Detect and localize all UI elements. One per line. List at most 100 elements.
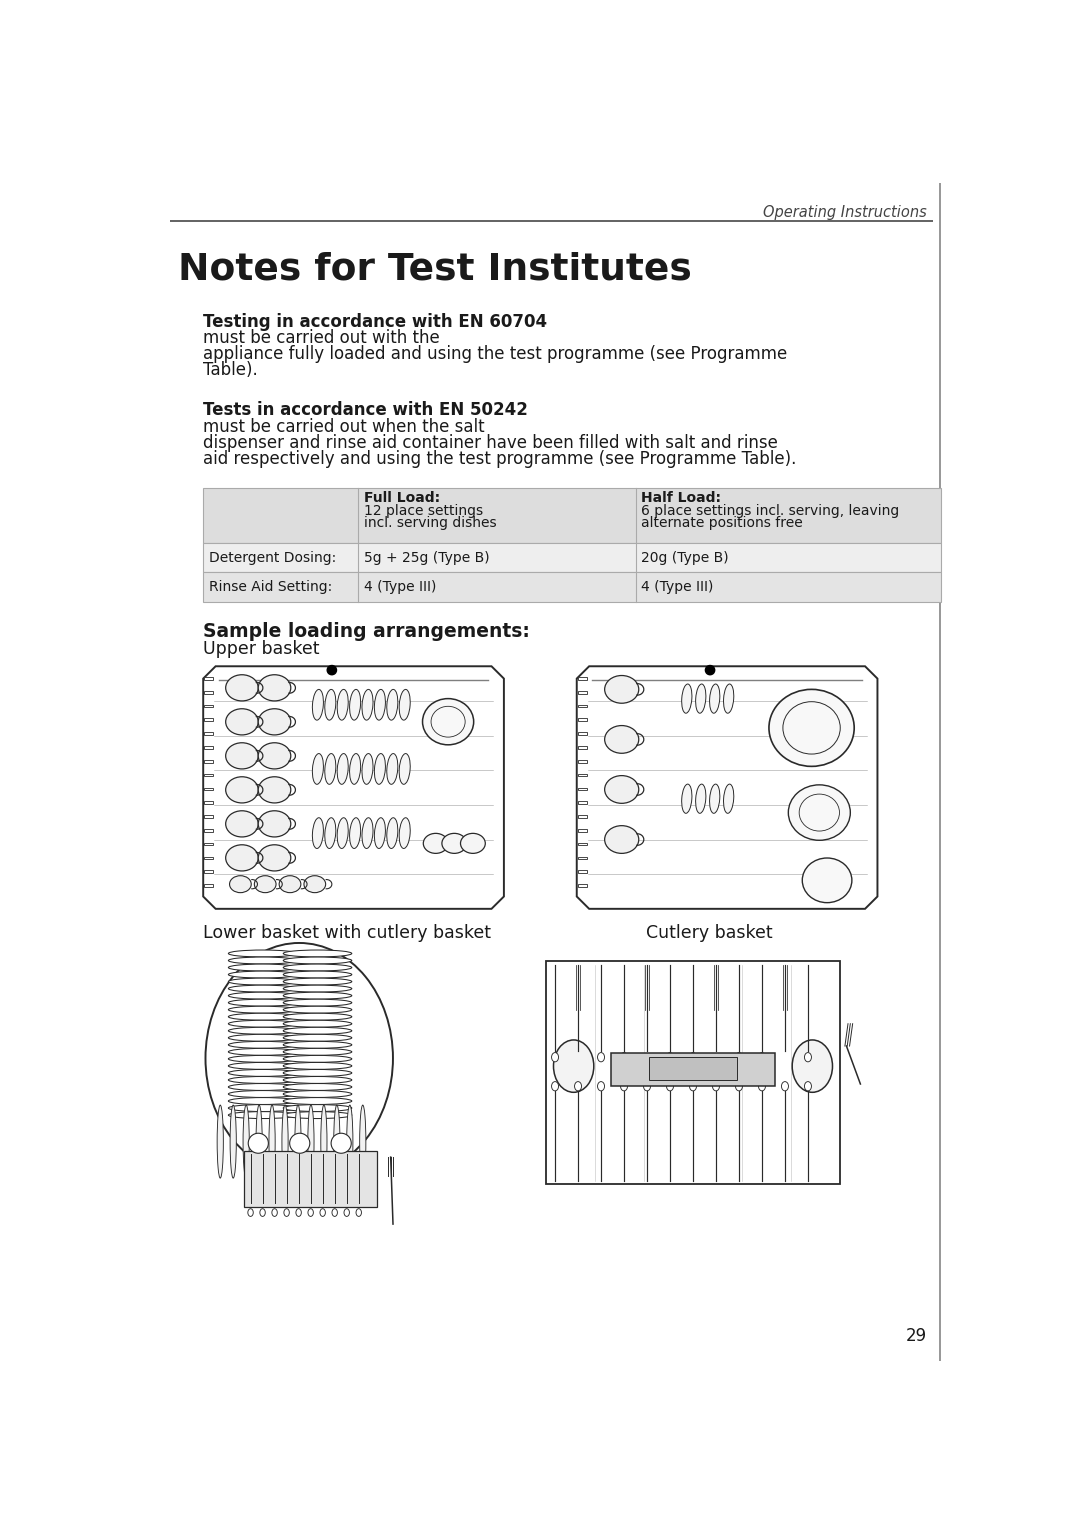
Ellipse shape	[325, 818, 336, 849]
Ellipse shape	[283, 992, 352, 998]
Ellipse shape	[802, 858, 852, 902]
Ellipse shape	[710, 784, 720, 813]
Ellipse shape	[256, 1105, 262, 1179]
Ellipse shape	[226, 810, 258, 836]
Text: appliance fully loaded and using the test programme (see Programme: appliance fully loaded and using the tes…	[203, 346, 787, 364]
Ellipse shape	[283, 1034, 352, 1041]
Ellipse shape	[325, 690, 336, 720]
Text: Operating Instructions: Operating Instructions	[764, 205, 927, 220]
Ellipse shape	[337, 754, 348, 784]
Bar	[244, 1151, 377, 1208]
Ellipse shape	[247, 1209, 254, 1217]
Bar	[578, 870, 586, 873]
Ellipse shape	[621, 1081, 627, 1090]
Ellipse shape	[226, 709, 258, 735]
Bar	[939, 183, 941, 1361]
Ellipse shape	[400, 754, 410, 784]
Ellipse shape	[283, 1069, 352, 1076]
Text: 4 (Type III): 4 (Type III)	[642, 579, 714, 595]
Ellipse shape	[442, 833, 467, 853]
Ellipse shape	[350, 818, 361, 849]
Bar	[578, 829, 586, 832]
Ellipse shape	[689, 1081, 697, 1090]
Ellipse shape	[431, 706, 465, 737]
Circle shape	[289, 1133, 310, 1153]
Ellipse shape	[283, 1020, 352, 1027]
Ellipse shape	[226, 777, 258, 803]
Ellipse shape	[283, 1063, 352, 1069]
Text: 12 place settings: 12 place settings	[364, 503, 483, 518]
Ellipse shape	[621, 1052, 627, 1061]
Ellipse shape	[228, 992, 297, 998]
Ellipse shape	[228, 985, 297, 992]
Text: Notes for Test Institutes: Notes for Test Institutes	[178, 251, 692, 287]
Bar	[578, 842, 586, 846]
Ellipse shape	[279, 876, 301, 893]
Bar	[203, 488, 941, 543]
Ellipse shape	[283, 1112, 352, 1119]
Ellipse shape	[356, 1209, 362, 1217]
Ellipse shape	[283, 1055, 352, 1063]
Polygon shape	[203, 667, 504, 908]
Text: Upper basket: Upper basket	[203, 641, 320, 657]
Ellipse shape	[605, 775, 638, 803]
Ellipse shape	[696, 683, 706, 713]
Ellipse shape	[283, 1041, 352, 1049]
Ellipse shape	[283, 957, 352, 963]
Bar	[204, 705, 213, 708]
Ellipse shape	[783, 702, 840, 754]
Bar	[204, 774, 213, 777]
Ellipse shape	[312, 754, 323, 784]
Ellipse shape	[228, 1112, 297, 1119]
Text: 29: 29	[906, 1327, 927, 1344]
Bar	[203, 543, 941, 572]
Ellipse shape	[312, 690, 323, 720]
Ellipse shape	[283, 1014, 352, 1020]
Ellipse shape	[283, 1049, 352, 1055]
Ellipse shape	[334, 1105, 340, 1179]
Ellipse shape	[362, 690, 373, 720]
Bar	[578, 884, 586, 887]
Ellipse shape	[228, 1049, 297, 1055]
Ellipse shape	[666, 1052, 674, 1061]
Ellipse shape	[284, 1209, 289, 1217]
Ellipse shape	[258, 709, 291, 735]
Ellipse shape	[597, 1081, 605, 1090]
Ellipse shape	[735, 1052, 742, 1061]
Ellipse shape	[226, 846, 258, 872]
Bar	[610, 1053, 775, 1086]
Ellipse shape	[799, 794, 839, 832]
Bar	[204, 719, 213, 722]
Ellipse shape	[788, 784, 850, 841]
Ellipse shape	[375, 818, 386, 849]
Ellipse shape	[337, 690, 348, 720]
Ellipse shape	[228, 998, 297, 1006]
Ellipse shape	[360, 1105, 366, 1179]
Bar	[204, 842, 213, 846]
Ellipse shape	[228, 950, 297, 957]
Text: Testing in accordance with EN 60704: Testing in accordance with EN 60704	[203, 313, 548, 330]
Ellipse shape	[782, 1081, 788, 1090]
Ellipse shape	[230, 876, 252, 893]
Text: dispenser and rinse aid container have been filled with salt and rinse: dispenser and rinse aid container have b…	[203, 434, 778, 451]
Ellipse shape	[283, 1084, 352, 1090]
Ellipse shape	[805, 1052, 811, 1061]
Ellipse shape	[228, 1076, 297, 1084]
Ellipse shape	[400, 690, 410, 720]
Ellipse shape	[228, 1069, 297, 1076]
Ellipse shape	[350, 690, 361, 720]
Ellipse shape	[575, 1081, 581, 1090]
Text: Table).: Table).	[203, 361, 258, 379]
Ellipse shape	[283, 1076, 352, 1084]
Ellipse shape	[689, 1052, 697, 1061]
Ellipse shape	[228, 1034, 297, 1041]
Ellipse shape	[258, 777, 291, 803]
Ellipse shape	[255, 876, 276, 893]
Bar	[204, 884, 213, 887]
Ellipse shape	[345, 1209, 350, 1217]
Text: Lower basket with cutlery basket: Lower basket with cutlery basket	[203, 924, 491, 942]
Bar	[578, 774, 586, 777]
Text: 4 (Type III): 4 (Type III)	[364, 579, 436, 595]
Ellipse shape	[666, 1081, 674, 1090]
Bar	[204, 870, 213, 873]
